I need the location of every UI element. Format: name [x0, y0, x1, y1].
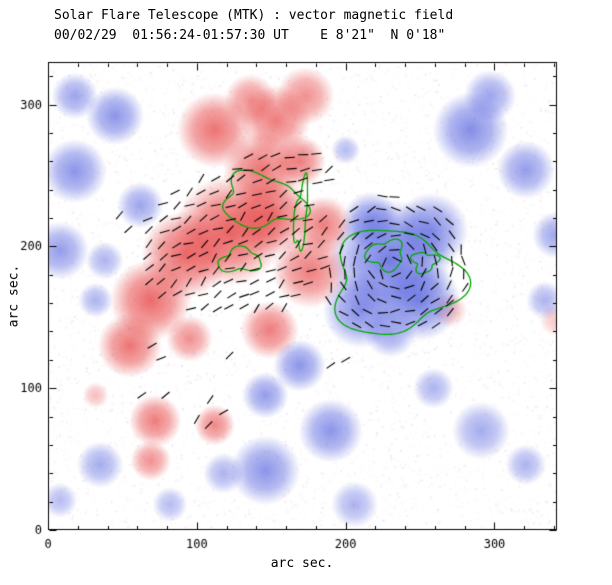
x-axis-label: arc sec.	[270, 556, 334, 571]
figure-title: Solar Flare Telescope (MTK) : vector mag…	[54, 8, 454, 23]
y-axis-label: arc sec.	[6, 264, 22, 328]
figure-subtitle: 00/02/29 01:56:24-01:57:30 UT E 8'21" N …	[54, 28, 446, 43]
